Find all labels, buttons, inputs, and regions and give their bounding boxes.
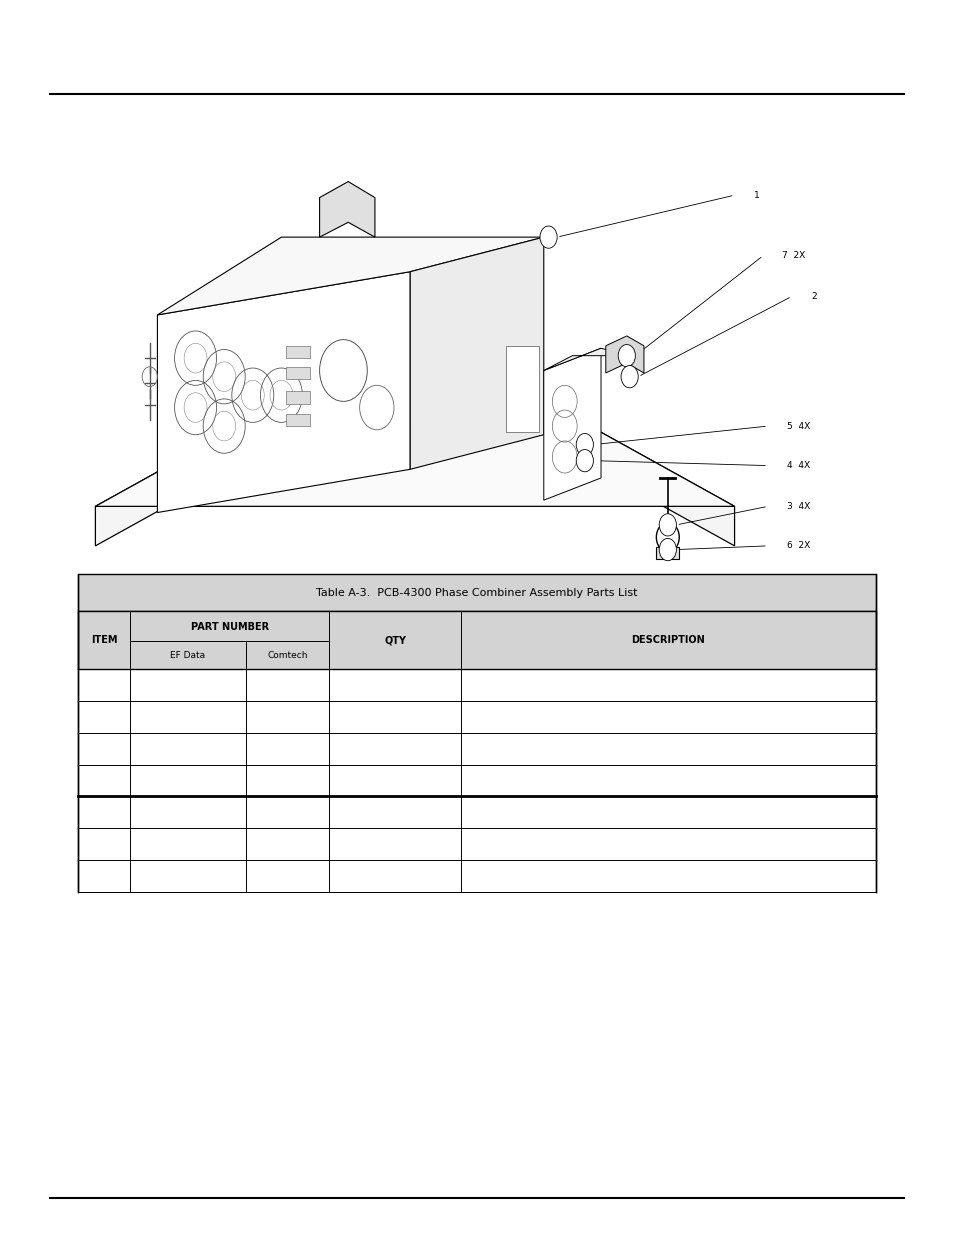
Text: EF Data: EF Data [171,651,205,659]
Bar [78,764,875,797]
Bar [286,414,310,426]
Text: QTY: QTY [384,635,406,645]
Polygon shape [157,272,410,513]
Bar [286,346,310,358]
Bar [78,669,875,701]
Circle shape [659,538,676,561]
Polygon shape [656,547,679,559]
Text: 2: 2 [810,291,816,301]
Text: Comtech: Comtech [267,651,308,659]
Bar [505,346,538,432]
Text: PART NUMBER: PART NUMBER [191,622,269,632]
Bar [78,701,875,732]
Polygon shape [543,348,629,370]
Polygon shape [95,432,734,546]
Text: 1: 1 [753,190,759,200]
Polygon shape [543,348,600,500]
Text: 3  4X: 3 4X [786,501,809,511]
Bar [78,829,875,860]
Text: ITEM: ITEM [91,635,117,645]
Text: 4  4X: 4 4X [786,461,809,471]
Bar [286,367,310,379]
Text: DESCRIPTION: DESCRIPTION [631,635,704,645]
Polygon shape [319,182,375,237]
Bar [78,797,875,829]
Circle shape [539,226,557,248]
Polygon shape [410,237,543,469]
Polygon shape [605,336,643,373]
Bar [286,391,310,404]
Bar [78,732,875,764]
Bar [78,860,875,892]
Circle shape [620,366,638,388]
Circle shape [576,433,593,456]
Polygon shape [157,237,543,315]
Circle shape [576,450,593,472]
Text: 7  2X: 7 2X [781,251,804,261]
Text: 5  4X: 5 4X [786,421,809,431]
Circle shape [659,514,676,536]
Polygon shape [95,432,734,506]
Bar [78,574,875,611]
Text: 6  2X: 6 2X [786,541,809,551]
Text: Table A-3.  PCB-4300 Phase Combiner Assembly Parts List: Table A-3. PCB-4300 Phase Combiner Assem… [315,588,638,598]
Circle shape [618,345,635,367]
Bar [78,611,875,669]
